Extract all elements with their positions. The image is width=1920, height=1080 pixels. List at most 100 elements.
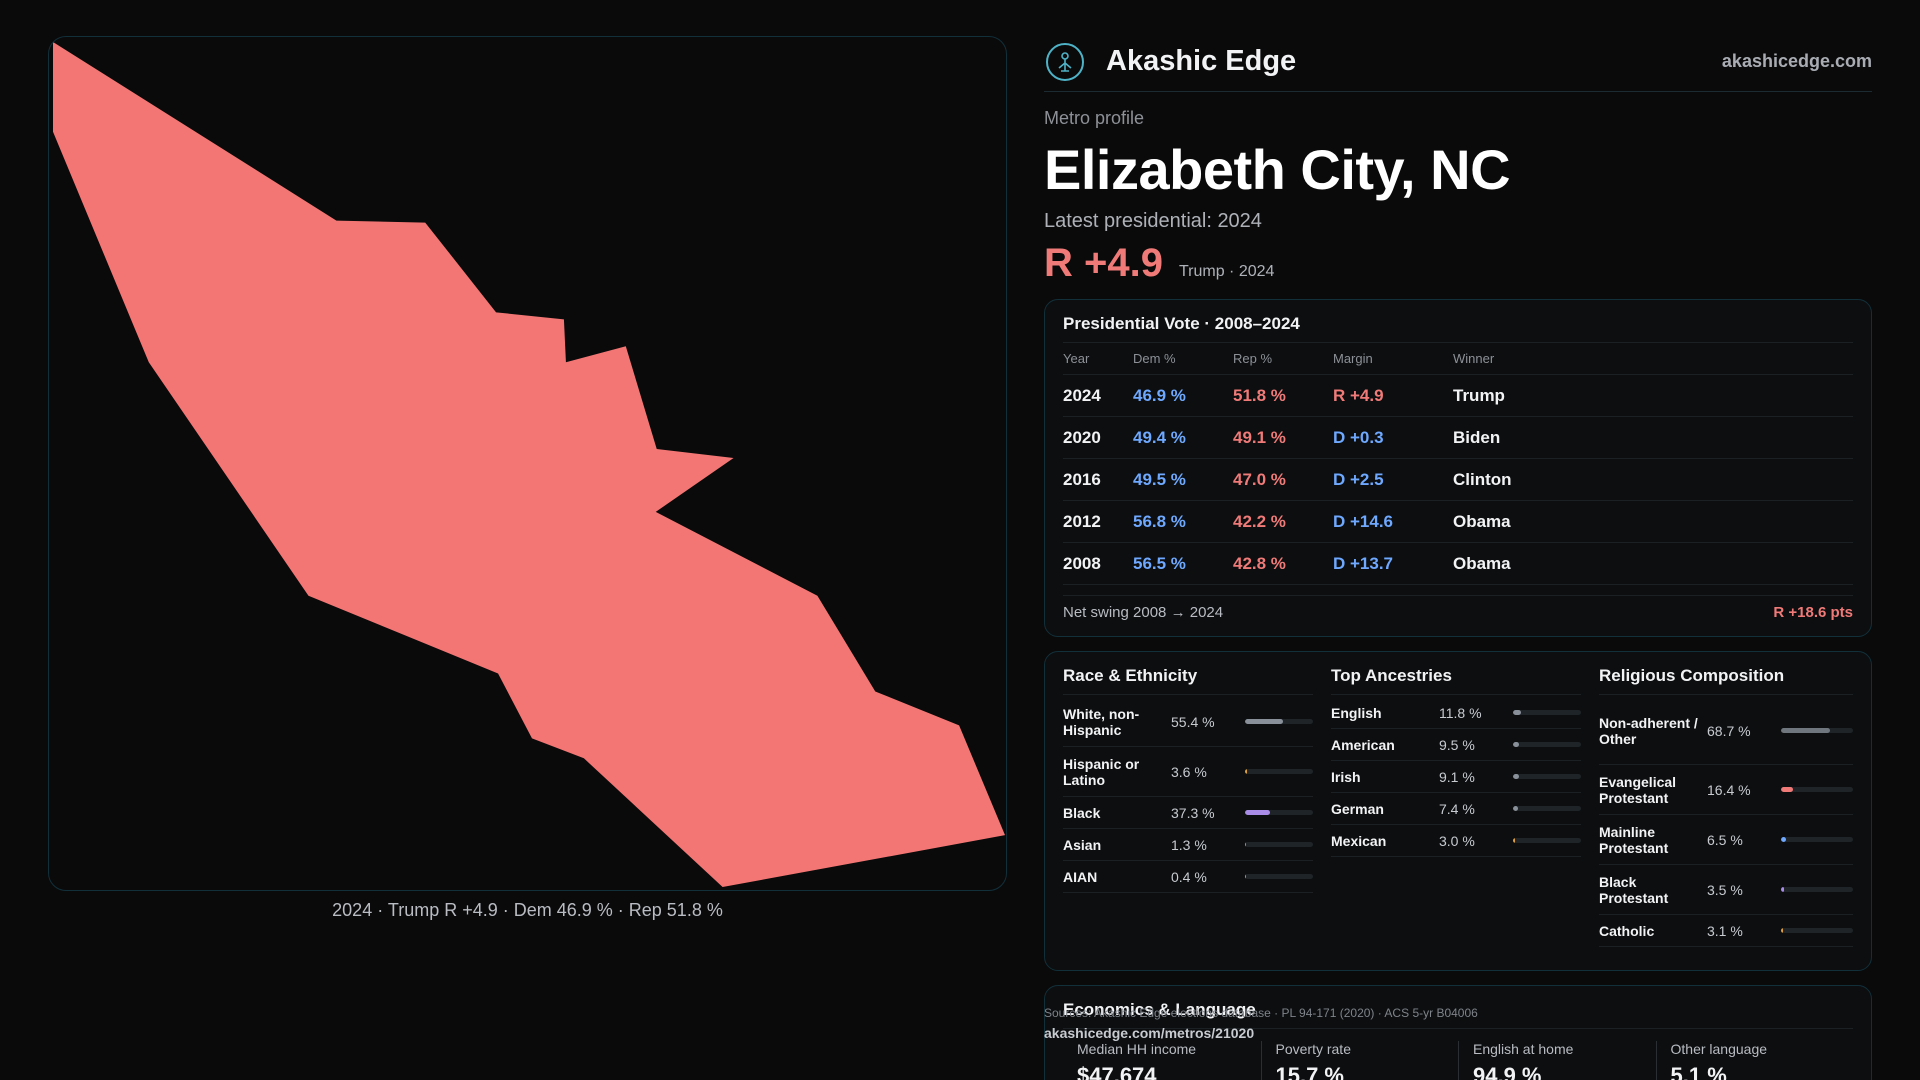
item-label: Black Protestant [1599,873,1669,906]
item-bar [1245,874,1313,879]
race-title: Race & Ethnicity [1063,666,1313,695]
col-header-dem: Dem % [1133,351,1176,366]
headline-winner-year: Trump · 2024 [1178,263,1275,280]
item-label: Irish [1331,768,1361,785]
item-bar-fill [1245,719,1283,724]
row-margin: R +4.9 [1333,385,1384,405]
map-caption: 2024 · Trump R +4.9 · Dem 46.9 % · Rep 5… [332,900,723,920]
list-item: Mainline Protestant 6.5 % [1599,815,1853,865]
item-label: Non-adherent / Other [1599,714,1698,747]
net-swing-value: R +18.6 pts [1773,604,1853,621]
row-dem-pct: 56.5 % [1133,553,1186,573]
item-pct: 55.4 % [1171,713,1215,730]
item-label: Mainline Protestant [1599,823,1669,856]
item-bar-fill [1513,742,1520,747]
page-eyebrow: Metro profile [1044,108,1145,128]
net-swing-label: Net swing 2008 → 2024 [1063,604,1224,621]
econ-english-at-home: English at home 94.9 % [1458,1041,1656,1080]
item-bar-fill [1781,887,1784,892]
row-winner: Clinton [1453,469,1512,489]
col-header-rep: Rep % [1233,351,1273,366]
tree-of-life-icon[interactable] [1046,42,1084,81]
row-margin: D +13.7 [1333,553,1394,573]
econ-value: 15.7 % [1275,1063,1345,1080]
item-bar-fill [1781,728,1831,733]
item-label: AIAN [1063,868,1098,885]
metro-shape-svg [52,41,1006,888]
row-rep-pct: 42.2 % [1233,511,1286,531]
row-winner: Trump [1453,385,1505,405]
row-margin: D +2.5 [1333,469,1384,489]
item-label: American [1331,736,1395,753]
col-header-margin: Margin [1333,351,1373,366]
item-pct: 7.4 % [1439,800,1475,817]
item-bar-fill [1781,837,1786,842]
list-item: Black 37.3 % [1063,797,1313,829]
econ-label: Poverty rate [1275,1041,1351,1057]
brand-header: Akashic Edge akashicedge.com [1044,36,1872,92]
item-label: German [1331,800,1384,817]
row-year: 2020 [1063,427,1101,447]
item-bar-fill [1245,769,1248,774]
brand-name[interactable]: Akashic Edge [1106,45,1297,77]
item-label: White, non-Hispanic [1063,705,1140,738]
item-pct: 11.8 % [1439,704,1482,721]
metro-map[interactable] [48,36,1007,891]
row-winner: Obama [1453,511,1511,531]
item-bar [1245,810,1313,815]
row-year: 2008 [1063,553,1101,573]
item-bar-fill [1245,874,1246,879]
row-year: 2012 [1063,511,1101,531]
item-pct: 9.5 % [1439,736,1475,753]
list-item: Black Protestant 3.5 % [1599,865,1853,915]
economics-card: Economics & Language Median HH income $4… [1044,985,1872,1080]
table-row: 2020 49.4 % 49.1 % D +0.3 Biden [1063,417,1853,459]
item-label: Black [1063,804,1101,821]
row-margin: D +14.6 [1333,511,1394,531]
row-rep-pct: 51.8 % [1233,385,1286,405]
item-bar [1513,774,1581,779]
item-pct: 0.4 % [1171,868,1207,885]
permalink[interactable]: akashicedge.com/metros/21020 [1044,1025,1255,1041]
sources-note: Sources: Akashic Edge elections database… [1044,1006,1478,1020]
row-dem-pct: 49.4 % [1133,427,1186,447]
row-dem-pct: 46.9 % [1133,385,1186,405]
list-item: Asian 1.3 % [1063,829,1313,861]
econ-label: English at home [1473,1041,1574,1057]
brand-url-link[interactable]: akashicedge.com [1721,51,1872,71]
econ-other-language: Other language 5.1 % [1655,1041,1854,1080]
latest-presidential-label: Latest presidential: 2024 [1044,210,1262,232]
item-bar-fill [1245,810,1271,815]
race-ethnicity-column: Race & Ethnicity White, non-Hispanic 55.… [1063,666,1313,956]
row-rep-pct: 47.0 % [1233,469,1286,489]
row-winner: Obama [1453,553,1511,573]
row-rep-pct: 42.8 % [1233,553,1286,573]
ancestries-title: Top Ancestries [1331,666,1581,695]
econ-poverty-rate: Poverty rate 15.7 % [1260,1041,1459,1080]
econ-median-income: Median HH income $47,674 [1063,1041,1261,1080]
table-row: 2012 56.8 % 42.2 % D +14.6 Obama [1063,501,1853,543]
headline-result: R +4.9 Trump · 2024 [1044,241,1872,286]
row-margin: D +0.3 [1333,427,1384,447]
item-bar [1245,719,1313,724]
item-pct: 3.1 % [1707,922,1743,939]
econ-label: Other language [1670,1041,1768,1057]
row-rep-pct: 49.1 % [1233,427,1286,447]
row-dem-pct: 49.5 % [1133,469,1186,489]
item-bar [1781,928,1853,933]
item-bar [1513,838,1581,843]
item-pct: 1.3 % [1171,836,1207,853]
item-bar [1781,887,1853,892]
item-label: Evangelical Protestant [1599,773,1677,806]
list-item: White, non-Hispanic 55.4 % [1063,697,1313,747]
economics-grid: Median HH income $47,674 Poverty rate 15… [1063,1041,1853,1080]
item-pct: 3.6 % [1171,763,1207,780]
item-bar-fill [1513,774,1520,779]
item-bar [1781,728,1853,733]
metro-boundary-shape [52,41,1006,888]
list-item: AIAN 0.4 % [1063,861,1313,893]
net-swing: Net swing 2008 → 2024 R +18.6 pts [1063,595,1853,621]
religion-title: Religious Composition [1599,666,1853,695]
presidential-vote-card: Presidential Vote · 2008–2024 Year Dem %… [1044,299,1872,637]
list-item: German 7.4 % [1331,793,1581,825]
